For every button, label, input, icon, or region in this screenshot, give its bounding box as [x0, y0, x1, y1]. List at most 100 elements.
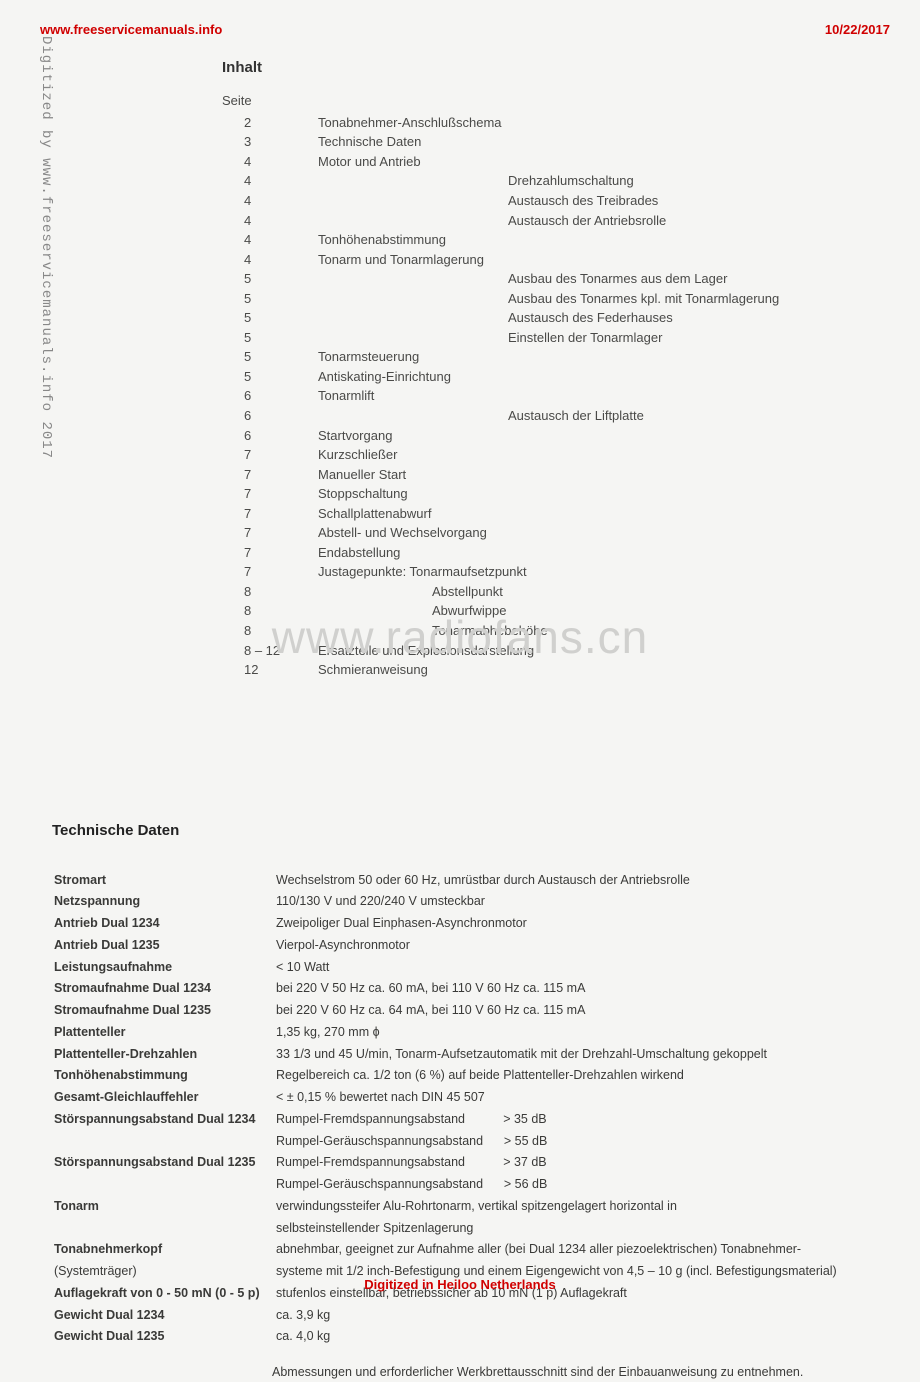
tech-label: Gesamt-Gleichlauffehler: [54, 1088, 274, 1108]
tech-value: verwindungssteifer Alu-Rohrtonarm, verti…: [276, 1197, 837, 1217]
toc-text: Austausch des Federhauses: [318, 309, 779, 327]
toc-seite-label: Seite: [222, 92, 781, 110]
toc-page: 5: [224, 348, 316, 366]
toc-page: 5: [224, 290, 316, 308]
toc-row: 7Schallplattenabwurf: [224, 505, 779, 523]
toc-page: 4: [224, 251, 316, 269]
tech-row: Netzspannung110/130 V und 220/240 V umst…: [54, 892, 837, 912]
tech-row: Gewicht Dual 1235ca. 4,0 kg: [54, 1327, 837, 1347]
toc-page: 4: [224, 172, 316, 190]
tech-value: ca. 3,9 kg: [276, 1306, 837, 1326]
tech-label: Stromaufnahme Dual 1235: [54, 1001, 274, 1021]
tech-label: Tonabnehmerkopf: [54, 1240, 274, 1260]
toc-text: Antiskating-Einrichtung: [318, 368, 779, 386]
tech-label: Antrieb Dual 1235: [54, 936, 274, 956]
toc-page: 8: [224, 583, 316, 601]
side-watermark: Digitized by www.freeservicemanuals.info…: [38, 36, 54, 459]
toc-page: 5: [224, 329, 316, 347]
toc-page: 6: [224, 387, 316, 405]
tech-label: Stromart: [54, 871, 274, 891]
toc-page: 4: [224, 212, 316, 230]
toc-page: 7: [224, 466, 316, 484]
toc-text: Justagepunkte: Tonarmaufsetzpunkt: [318, 563, 779, 581]
tech-row: StromartWechselstrom 50 oder 60 Hz, umrü…: [54, 871, 837, 891]
tech-row: Gesamt-Gleichlauffehler< ± 0,15 % bewert…: [54, 1088, 837, 1108]
tech-label: Leistungsaufnahme: [54, 958, 274, 978]
tech-title: Technische Daten: [52, 820, 882, 843]
toc-page: 3: [224, 133, 316, 151]
tech-row: Antrieb Dual 1234Zweipoliger Dual Einpha…: [54, 914, 837, 934]
toc-page: 4: [224, 231, 316, 249]
toc-page: 5: [224, 270, 316, 288]
toc-table: 2Tonabnehmer-Anschlußschema3Technische D…: [222, 112, 781, 681]
tech-label: Netzspannung: [54, 892, 274, 912]
tech-label: Tonarm: [54, 1197, 274, 1217]
toc-text: Kurzschließer: [318, 446, 779, 464]
toc-text: Tonarmsteuerung: [318, 348, 779, 366]
toc-row: 4Motor und Antrieb: [224, 153, 779, 171]
toc-page: 6: [224, 407, 316, 425]
toc-text: Schallplattenabwurf: [318, 505, 779, 523]
tech-row: TonhöhenabstimmungRegelbereich ca. 1/2 t…: [54, 1066, 837, 1086]
tech-label: Plattenteller: [54, 1023, 274, 1043]
tech-row: Tonabnehmerkopfabnehmbar, geeignet zur A…: [54, 1240, 837, 1260]
tech-row: Rumpel-Geräuschspannungsabstand > 55 dB: [54, 1132, 837, 1152]
toc-text: Technische Daten: [318, 133, 779, 151]
toc-text: Manueller Start: [318, 466, 779, 484]
center-watermark: www.radiofans.cn: [0, 610, 920, 664]
tech-row: Störspannungsabstand Dual 1234Rumpel-Fre…: [54, 1110, 837, 1130]
toc-row: 4Tonhöhenabstimmung: [224, 231, 779, 249]
tech-value: bei 220 V 60 Hz ca. 64 mA, bei 110 V 60 …: [276, 1001, 837, 1021]
toc-text: Ausbau des Tonarmes aus dem Lager: [318, 270, 779, 288]
tech-row: Rumpel-Geräuschspannungsabstand > 56 dB: [54, 1175, 837, 1195]
tech-row: Tonarmverwindungssteifer Alu-Rohrtonarm,…: [54, 1197, 837, 1217]
tech-value: Rumpel-Fremdspannungsabstand > 35 dB: [276, 1110, 837, 1130]
toc-row: 2Tonabnehmer-Anschlußschema: [224, 114, 779, 132]
toc-row: 7Kurzschließer: [224, 446, 779, 464]
footer-text: Digitized in Heiloo Netherlands: [0, 1277, 920, 1292]
tech-label: [54, 1219, 274, 1239]
toc-page: 2: [224, 114, 316, 132]
toc-row: 5Antiskating-Einrichtung: [224, 368, 779, 386]
tech-row: Plattenteller-Drehzahlen33 1/3 und 45 U/…: [54, 1045, 837, 1065]
tech-value: < 10 Watt: [276, 958, 837, 978]
toc-page: 7: [224, 485, 316, 503]
toc-page: 7: [224, 446, 316, 464]
tech-row: Störspannungsabstand Dual 1235Rumpel-Fre…: [54, 1153, 837, 1173]
toc-row: 7Justagepunkte: Tonarmaufsetzpunkt: [224, 563, 779, 581]
tech-label: [54, 1175, 274, 1195]
tech-value: Wechselstrom 50 oder 60 Hz, umrüstbar du…: [276, 871, 837, 891]
toc-row: 6Tonarmlift: [224, 387, 779, 405]
toc-page: 5: [224, 309, 316, 327]
tech-row: Stromaufnahme Dual 1235bei 220 V 60 Hz c…: [54, 1001, 837, 1021]
toc-text: Endabstellung: [318, 544, 779, 562]
tech-value: bei 220 V 50 Hz ca. 60 mA, bei 110 V 60 …: [276, 979, 837, 999]
toc-row: 4Drehzahlumschaltung: [224, 172, 779, 190]
toc-page: 7: [224, 524, 316, 542]
toc-row: 5Ausbau des Tonarmes kpl. mit Tonarmlage…: [224, 290, 779, 308]
tech-value: Regelbereich ca. 1/2 ton (6 %) auf beide…: [276, 1066, 837, 1086]
tech-row: Gewicht Dual 1234ca. 3,9 kg: [54, 1306, 837, 1326]
tech-row: Leistungsaufnahme< 10 Watt: [54, 958, 837, 978]
toc-text: Drehzahlumschaltung: [318, 172, 779, 190]
header-date: 10/22/2017: [825, 22, 890, 37]
toc-row: 6Startvorgang: [224, 427, 779, 445]
toc-row: 4Tonarm und Tonarmlagerung: [224, 251, 779, 269]
toc-row: 5Einstellen der Tonarmlager: [224, 329, 779, 347]
tech-value: < ± 0,15 % bewertet nach DIN 45 507: [276, 1088, 837, 1108]
tech-label: Störspannungsabstand Dual 1234: [54, 1110, 274, 1130]
toc-page: 7: [224, 505, 316, 523]
toc-row: 5Tonarmsteuerung: [224, 348, 779, 366]
toc-page: 6: [224, 427, 316, 445]
toc-text: Tonarm und Tonarmlagerung: [318, 251, 779, 269]
toc-text: Abstell- und Wechselvorgang: [318, 524, 779, 542]
toc-text: Tonhöhenabstimmung: [318, 231, 779, 249]
tech-value: ca. 4,0 kg: [276, 1327, 837, 1347]
technical-data: Technische Daten StromartWechselstrom 50…: [52, 820, 882, 1382]
table-of-contents: Inhalt Seite 2Tonabnehmer-Anschlußschema…: [222, 58, 781, 681]
tech-value: Rumpel-Fremdspannungsabstand > 37 dB: [276, 1153, 837, 1173]
toc-text: Tonarmlift: [318, 387, 779, 405]
toc-row: 7Manueller Start: [224, 466, 779, 484]
toc-text: Tonabnehmer-Anschlußschema: [318, 114, 779, 132]
toc-row: 7Endabstellung: [224, 544, 779, 562]
